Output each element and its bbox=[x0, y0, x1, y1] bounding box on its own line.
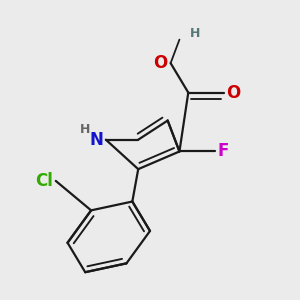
Text: N: N bbox=[89, 131, 103, 149]
Text: H: H bbox=[80, 123, 90, 136]
Text: F: F bbox=[218, 142, 229, 160]
Text: O: O bbox=[226, 84, 241, 102]
Text: O: O bbox=[153, 54, 168, 72]
Text: H: H bbox=[190, 27, 200, 40]
Text: Cl: Cl bbox=[35, 172, 53, 190]
